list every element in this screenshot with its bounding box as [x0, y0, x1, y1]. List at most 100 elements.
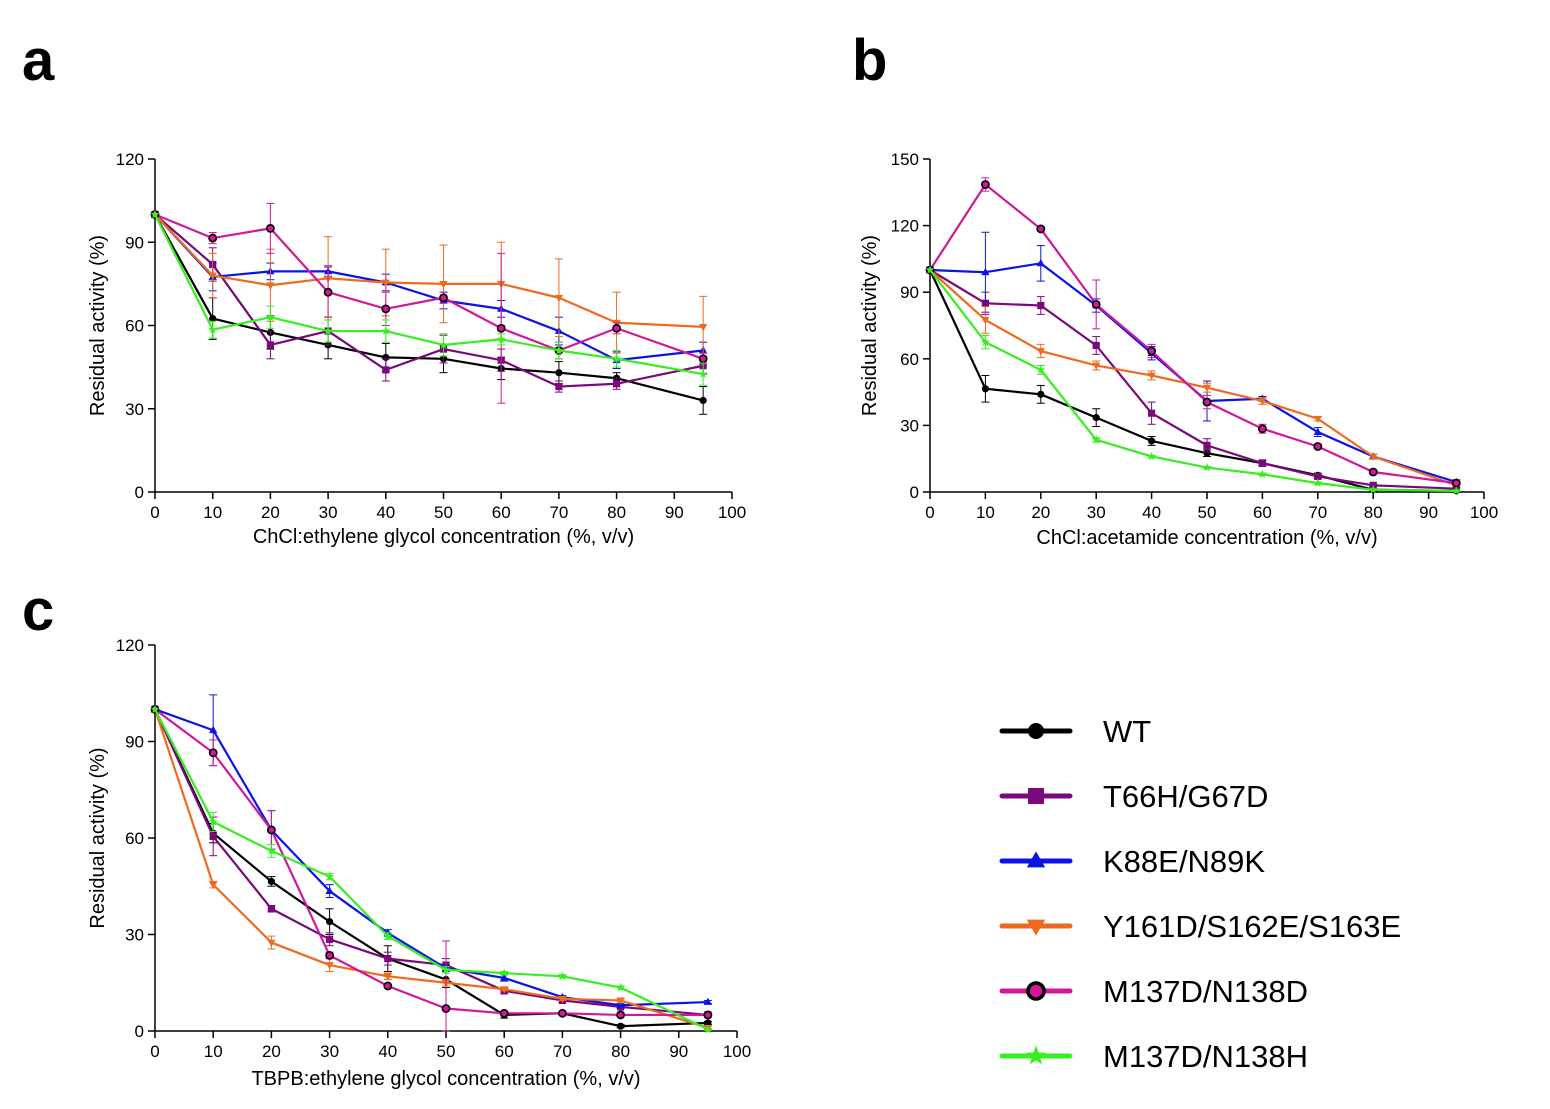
data-point-c-5-2	[266, 846, 276, 855]
series-b-3	[925, 267, 1461, 490]
data-point-c-5-8	[616, 982, 626, 992]
series-line-a-0	[154, 213, 704, 402]
data-point-b-5-0	[925, 265, 935, 274]
data-point-b-4-6	[1257, 424, 1267, 434]
legend-label-3: Y161D/S162E/S163E	[1103, 909, 1401, 944]
x-tick-label-a-1: 10	[203, 503, 222, 522]
data-point-a-4-8	[612, 323, 622, 333]
data-point-b-3-3	[1092, 362, 1101, 370]
legend-marker-3	[1026, 919, 1046, 936]
data-point-b-4-2	[1036, 224, 1046, 234]
y-tick-label-a-4: 120	[116, 150, 144, 169]
data-point-c-3-4	[383, 973, 392, 981]
legend-marker-5	[1026, 1045, 1046, 1065]
data-point-b-4-9	[1451, 478, 1461, 488]
x-tick-label-b-0: 0	[925, 503, 934, 522]
data-point-a-5-8	[612, 354, 622, 363]
x-tick-label-a-5: 50	[434, 503, 453, 522]
legend-label-1: T66H/G67D	[1103, 779, 1268, 814]
x-tick-label-b-3: 30	[1087, 503, 1106, 522]
data-point-c-1-1	[209, 832, 217, 840]
series-line-a-3	[154, 213, 704, 328]
data-point-a-4-4	[381, 304, 391, 314]
series-c-5	[150, 704, 713, 1034]
x-tick-label-a-2: 20	[261, 503, 280, 522]
x-tick-label-c-4: 40	[378, 1042, 397, 1061]
y-axis-title-a: Residual activity (%)	[87, 235, 109, 416]
data-point-b-3-8	[1369, 453, 1378, 461]
data-point-a-5-5	[439, 340, 448, 349]
data-point-c-3-7	[558, 995, 567, 1004]
data-point-b-2-7	[1313, 427, 1322, 435]
axes-c: 0 10 20 30 40 50 60 70 80 90 100 0 30 60 90 120	[116, 636, 752, 1061]
x-tick-label-a-9: 90	[665, 503, 684, 522]
series-b-0	[926, 266, 1461, 495]
data-point-c-4-6	[499, 1008, 509, 1018]
data-point-c-4-4	[383, 981, 393, 991]
data-point-b-2-1	[981, 267, 990, 276]
panel-letter-b: b	[852, 28, 887, 93]
data-point-c-0-2	[267, 877, 275, 886]
data-point-c-4-7	[557, 1008, 567, 1018]
data-point-c-4-9	[703, 1010, 713, 1020]
legend-marker-2	[1026, 851, 1046, 868]
series-line-c-3	[153, 708, 709, 1029]
data-point-b-0-2	[1037, 390, 1045, 398]
y-tick-label-a-1: 30	[125, 400, 144, 419]
legend-item-5: M137D/N138H	[999, 1039, 1308, 1074]
data-point-a-4-6	[496, 323, 506, 333]
data-point-c-0-9	[704, 1019, 712, 1027]
y-tick-label-b-4: 120	[891, 217, 919, 236]
x-tick-label-c-5: 50	[437, 1042, 456, 1061]
series-b-4	[925, 177, 1461, 488]
series-line-a-4	[154, 213, 704, 360]
x-tick-label-a-3: 30	[319, 503, 338, 522]
data-point-c-4-5	[441, 1004, 451, 1013]
x-axis-title-b: ChCl:acetamide concentration (%, v/v)	[1036, 527, 1377, 549]
series-line-c-0	[154, 708, 708, 1028]
data-point-c-2-1	[209, 725, 218, 734]
data-point-a-4-5	[439, 293, 448, 303]
data-point-b-0-1	[981, 385, 990, 393]
y-tick-label-c-3: 90	[125, 733, 144, 752]
data-point-b-5-1	[980, 337, 990, 346]
series-a-4	[150, 202, 708, 404]
axes-b: 0 10 20 30 40 50 60 70 80 90 100 0 30 60 90 120 150	[891, 150, 1499, 522]
data-point-b-5-2	[1036, 365, 1046, 374]
x-tick-label-c-8: 80	[611, 1042, 630, 1061]
y-tick-label-c-4: 120	[116, 636, 144, 655]
x-tick-label-a-6: 60	[492, 503, 511, 522]
series-b-5	[925, 265, 1461, 495]
data-point-a-0-9	[699, 396, 707, 405]
x-tick-label-a-10: 100	[718, 503, 746, 522]
data-point-c-1-3	[326, 935, 334, 943]
series-line-b-5	[929, 269, 1457, 492]
data-point-b-5-9	[1451, 486, 1461, 495]
data-point-b-1-5	[1203, 441, 1211, 449]
y-tick-label-b-3: 90	[900, 283, 919, 302]
chart-panel-b: b 0 10 20 30 40 50 60 70 80 90 100 0 30 60 90 120 150 Ch…	[852, 28, 1498, 549]
data-point-b-5-3	[1091, 435, 1101, 444]
legend-item-3: Y161D/S162E/S163E	[999, 909, 1401, 944]
x-tick-label-b-1: 10	[976, 503, 995, 522]
legend: WT T66H/G67D K88E/N89K Y161D/S162E/S163E M13…	[999, 714, 1401, 1074]
data-point-b-5-4	[1147, 451, 1157, 461]
data-point-a-0-1	[209, 314, 217, 323]
data-point-b-3-4	[1147, 372, 1156, 380]
y-tick-label-b-1: 30	[900, 416, 919, 435]
data-point-c-4-1	[208, 748, 218, 758]
x-tick-label-b-8: 80	[1364, 503, 1383, 522]
legend-item-4: M137D/N138D	[999, 974, 1308, 1009]
data-point-b-4-5	[1202, 397, 1212, 407]
x-tick-label-b-4: 40	[1142, 503, 1161, 522]
series-a-5	[150, 209, 708, 386]
y-tick-label-a-3: 90	[125, 233, 144, 252]
data-point-b-1-7	[1314, 472, 1322, 481]
data-point-b-2-2	[1036, 259, 1045, 267]
series-line-a-2	[154, 213, 704, 362]
legend-label-2: K88E/N89K	[1103, 844, 1265, 879]
data-point-a-5-3	[323, 326, 333, 335]
data-point-a-4-1	[208, 233, 218, 243]
x-tick-label-c-7: 70	[553, 1042, 572, 1061]
chart-panel-a: a 0 10 20 30 40 50 60 70 80 90 100 0 30 60 90 120 ChCl:…	[22, 28, 746, 548]
